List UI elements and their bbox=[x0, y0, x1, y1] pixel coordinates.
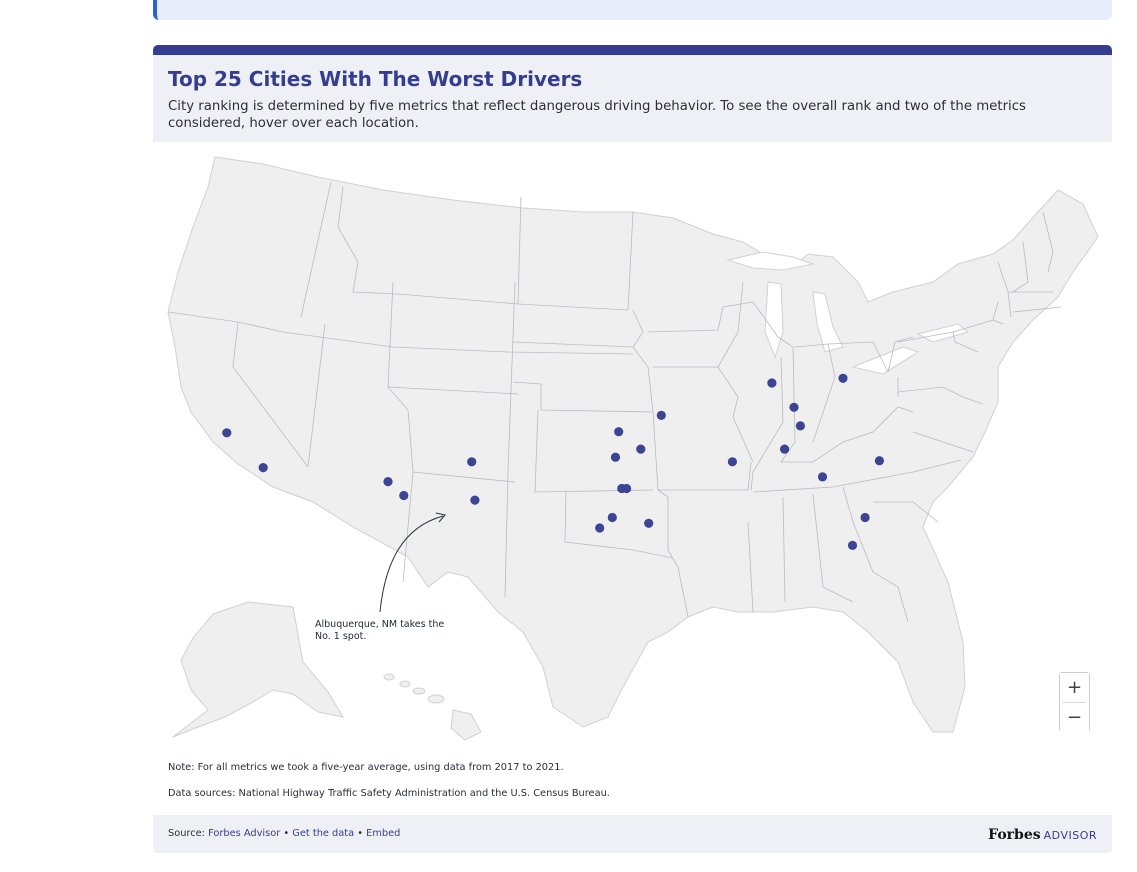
source-link[interactable]: Forbes Advisor bbox=[208, 828, 281, 839]
city-marker[interactable] bbox=[470, 495, 480, 505]
brand-main: Forbes bbox=[988, 827, 1041, 843]
get-data-link[interactable]: Get the data bbox=[292, 828, 355, 839]
note-text: Note: For all metrics we took a five-yea… bbox=[168, 762, 564, 773]
city-marker[interactable] bbox=[838, 373, 848, 383]
source-prefix: Source: bbox=[168, 828, 205, 839]
city-marker[interactable] bbox=[622, 483, 632, 494]
embed-link[interactable]: Embed bbox=[366, 828, 401, 839]
page-subtitle: City ranking is determined by five metri… bbox=[168, 99, 1026, 131]
zoom-in-button[interactable]: + bbox=[1060, 673, 1089, 702]
alaska-shape bbox=[172, 601, 345, 738]
city-marker[interactable] bbox=[817, 472, 828, 482]
city-marker[interactable] bbox=[795, 421, 806, 431]
city-marker[interactable] bbox=[399, 490, 409, 501]
city-marker[interactable] bbox=[860, 512, 870, 523]
card-footer: Source: Forbes Advisor • Get the data • … bbox=[153, 815, 1112, 853]
land-layer bbox=[167, 156, 1099, 741]
city-marker[interactable] bbox=[595, 523, 605, 533]
city-marker[interactable] bbox=[258, 463, 268, 473]
great-lakes bbox=[726, 251, 970, 375]
card-accent-bar bbox=[153, 45, 1112, 55]
data-sources-text: Data sources: National Highway Traffic S… bbox=[168, 788, 610, 799]
city-marker[interactable] bbox=[767, 378, 777, 388]
previous-card-strip bbox=[153, 0, 1112, 20]
city-marker[interactable] bbox=[847, 540, 858, 550]
contiguous-us-shape bbox=[167, 156, 1099, 733]
brand-sub: ADVISOR bbox=[1043, 829, 1097, 842]
city-marker[interactable] bbox=[383, 477, 393, 487]
annotation-arrow bbox=[379, 515, 444, 613]
city-marker[interactable] bbox=[636, 444, 646, 454]
city-marker[interactable] bbox=[874, 456, 885, 466]
city-marker[interactable] bbox=[610, 452, 621, 462]
zoom-controls: + − bbox=[1059, 672, 1090, 732]
annotation-line-1: Albuquerque, NM takes the bbox=[315, 619, 445, 630]
forbes-advisor-logo: Forbes ADVISOR bbox=[988, 824, 1097, 843]
separator-dot: • bbox=[283, 828, 290, 839]
city-marker[interactable] bbox=[467, 457, 477, 467]
card-header: Top 25 Cities With The Worst Drivers Cit… bbox=[153, 55, 1112, 142]
zoom-out-button[interactable]: − bbox=[1060, 703, 1089, 732]
city-marker[interactable] bbox=[644, 518, 654, 528]
city-markers bbox=[222, 373, 885, 550]
map-annotation: Albuquerque, NM takes the No. 1 spot. bbox=[315, 619, 444, 643]
city-marker[interactable] bbox=[607, 512, 617, 523]
page-title: Top 25 Cities With The Worst Drivers bbox=[168, 67, 583, 91]
zoom-divider bbox=[1063, 702, 1086, 703]
city-marker[interactable] bbox=[614, 427, 624, 437]
source-line: Source: Forbes Advisor • Get the data • … bbox=[168, 828, 400, 839]
map-card: Top 25 Cities With The Worst Drivers Cit… bbox=[153, 45, 1112, 853]
city-marker[interactable] bbox=[222, 428, 232, 438]
us-map-svg[interactable] bbox=[153, 142, 1112, 750]
city-marker[interactable] bbox=[656, 410, 666, 420]
annotation-arrowhead bbox=[435, 512, 446, 523]
annotation-line-2: No. 1 spot. bbox=[315, 631, 367, 642]
separator-dot: • bbox=[357, 828, 364, 839]
city-marker[interactable] bbox=[727, 457, 738, 467]
state-borders bbox=[167, 181, 1062, 623]
city-marker[interactable] bbox=[789, 402, 799, 412]
city-marker[interactable] bbox=[780, 444, 790, 454]
hawaii-shapes bbox=[383, 673, 482, 741]
us-map[interactable]: Albuquerque, NM takes the No. 1 spot. + … bbox=[153, 142, 1112, 750]
